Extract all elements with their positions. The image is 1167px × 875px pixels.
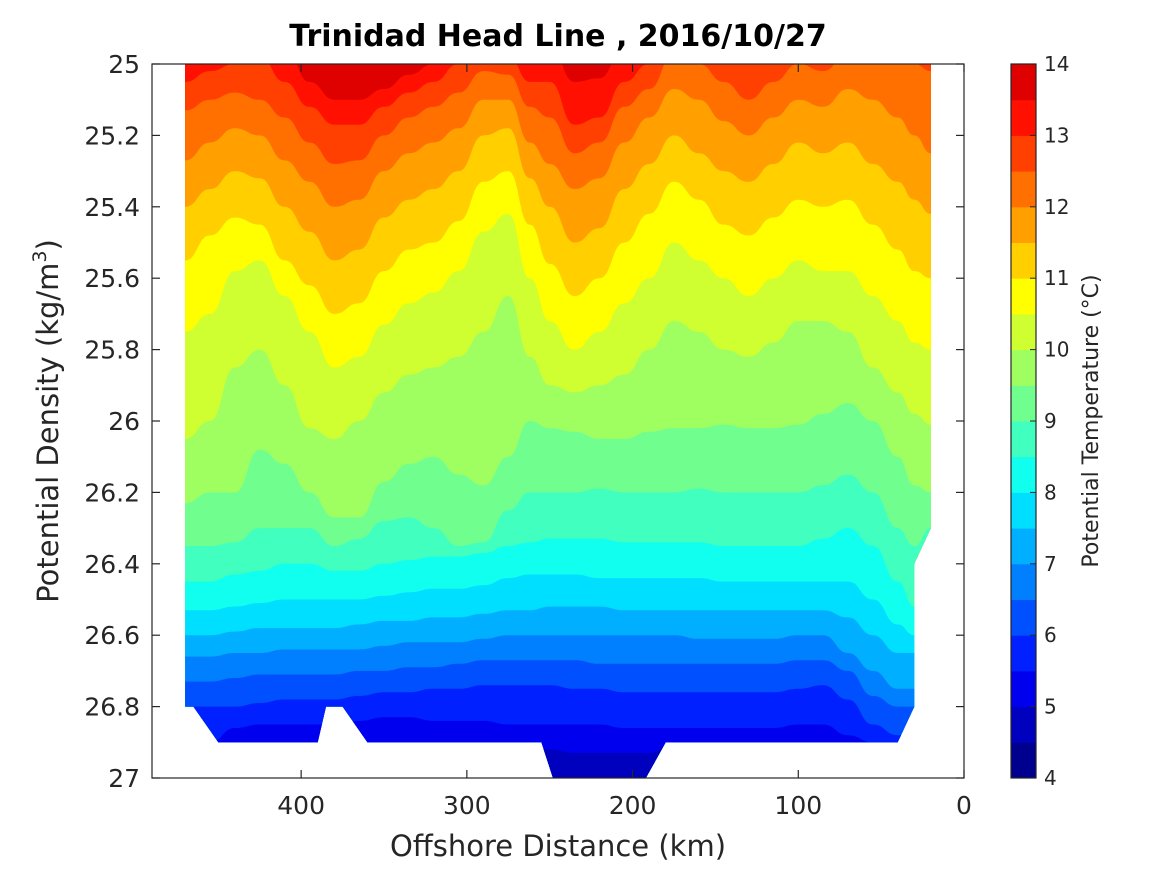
y-axis-label: Potential Density (kg/m3) xyxy=(29,239,65,603)
colorbar-swatch xyxy=(1011,64,1036,101)
colorbar-swatch xyxy=(1011,706,1036,743)
colorbar-swatch xyxy=(1011,421,1036,458)
colorbar-swatch xyxy=(1011,313,1036,351)
y-tick-label: 25 xyxy=(108,50,140,79)
y-axis-label-superscript: 3 xyxy=(29,250,51,262)
colorbar-swatch xyxy=(1011,385,1036,422)
colorbar-tick-label: 8 xyxy=(1044,480,1057,504)
x-axis-ticks: 400 300 200 100 0 xyxy=(277,64,972,820)
colorbar-swatch xyxy=(1011,599,1036,636)
colorbar-tick-label: 14 xyxy=(1044,52,1069,76)
y-axis-ticks: 25 25.2 25.4 25.6 25.8 26 26.2 26.4 26.6 26.8 27 xyxy=(84,50,964,793)
y-axis-label-close: ) xyxy=(31,239,65,250)
colorbar-swatch xyxy=(1011,563,1036,600)
colorbar: 4 5 6 7 8 9 10 11 12 13 14 xyxy=(1010,52,1069,790)
y-tick-label: 25.2 xyxy=(84,121,140,150)
colorbar-swatch xyxy=(1011,135,1036,172)
contour-fill-layer xyxy=(185,64,931,778)
colorbar-swatch xyxy=(1011,492,1036,529)
x-tick-label: 100 xyxy=(774,791,822,820)
y-tick-label: 27 xyxy=(108,764,140,793)
colorbar-swatch xyxy=(1011,171,1036,208)
x-tick-label: 0 xyxy=(956,791,972,820)
y-tick-label: 26.6 xyxy=(84,621,140,650)
y-tick-label: 25.8 xyxy=(84,336,140,365)
x-tick-label: 200 xyxy=(609,791,657,820)
colorbar-tick-label: 9 xyxy=(1044,409,1057,433)
colorbar-tick-label: 13 xyxy=(1044,123,1069,147)
y-tick-label: 26.2 xyxy=(84,478,140,507)
colorbar-swatch xyxy=(1011,742,1036,779)
colorbar-swatch xyxy=(1011,528,1036,565)
chart-title: Trinidad Head Line , 2016/10/27 xyxy=(289,19,826,54)
colorbar-swatch xyxy=(1011,670,1036,708)
colorbar-swatch xyxy=(1011,99,1036,136)
y-tick-label: 26 xyxy=(108,407,140,436)
x-axis-label: Offshore Distance (km) xyxy=(390,829,726,863)
y-tick-label: 25.4 xyxy=(84,193,140,222)
colorbar-tick-label: 6 xyxy=(1044,623,1057,647)
colorbar-swatch xyxy=(1011,635,1036,672)
colorbar-tick-label: 5 xyxy=(1044,695,1057,719)
colorbar-label: Potential Temperature (°C) xyxy=(1079,274,1104,567)
colorbar-swatch xyxy=(1011,278,1036,315)
colorbar-tick-label: 10 xyxy=(1044,338,1069,362)
y-axis-label-main: Potential Density (kg/m xyxy=(31,263,65,603)
colorbar-tick-label: 7 xyxy=(1044,552,1057,576)
colorbar-swatch xyxy=(1011,242,1036,279)
colorbar-tick-label: 11 xyxy=(1044,266,1069,290)
colorbar-swatch xyxy=(1011,456,1036,493)
colorbar-tick-label: 12 xyxy=(1044,195,1069,219)
y-tick-label: 25.6 xyxy=(84,264,140,293)
contour-data-region xyxy=(185,64,931,778)
x-tick-label: 300 xyxy=(443,791,491,820)
colorbar-swatch xyxy=(1011,206,1036,243)
y-tick-label: 26.4 xyxy=(84,550,140,579)
x-tick-label: 400 xyxy=(277,791,325,820)
colorbar-swatch xyxy=(1011,349,1036,386)
colorbar-tick-label: 4 xyxy=(1044,766,1057,790)
y-tick-label: 26.8 xyxy=(84,693,140,722)
